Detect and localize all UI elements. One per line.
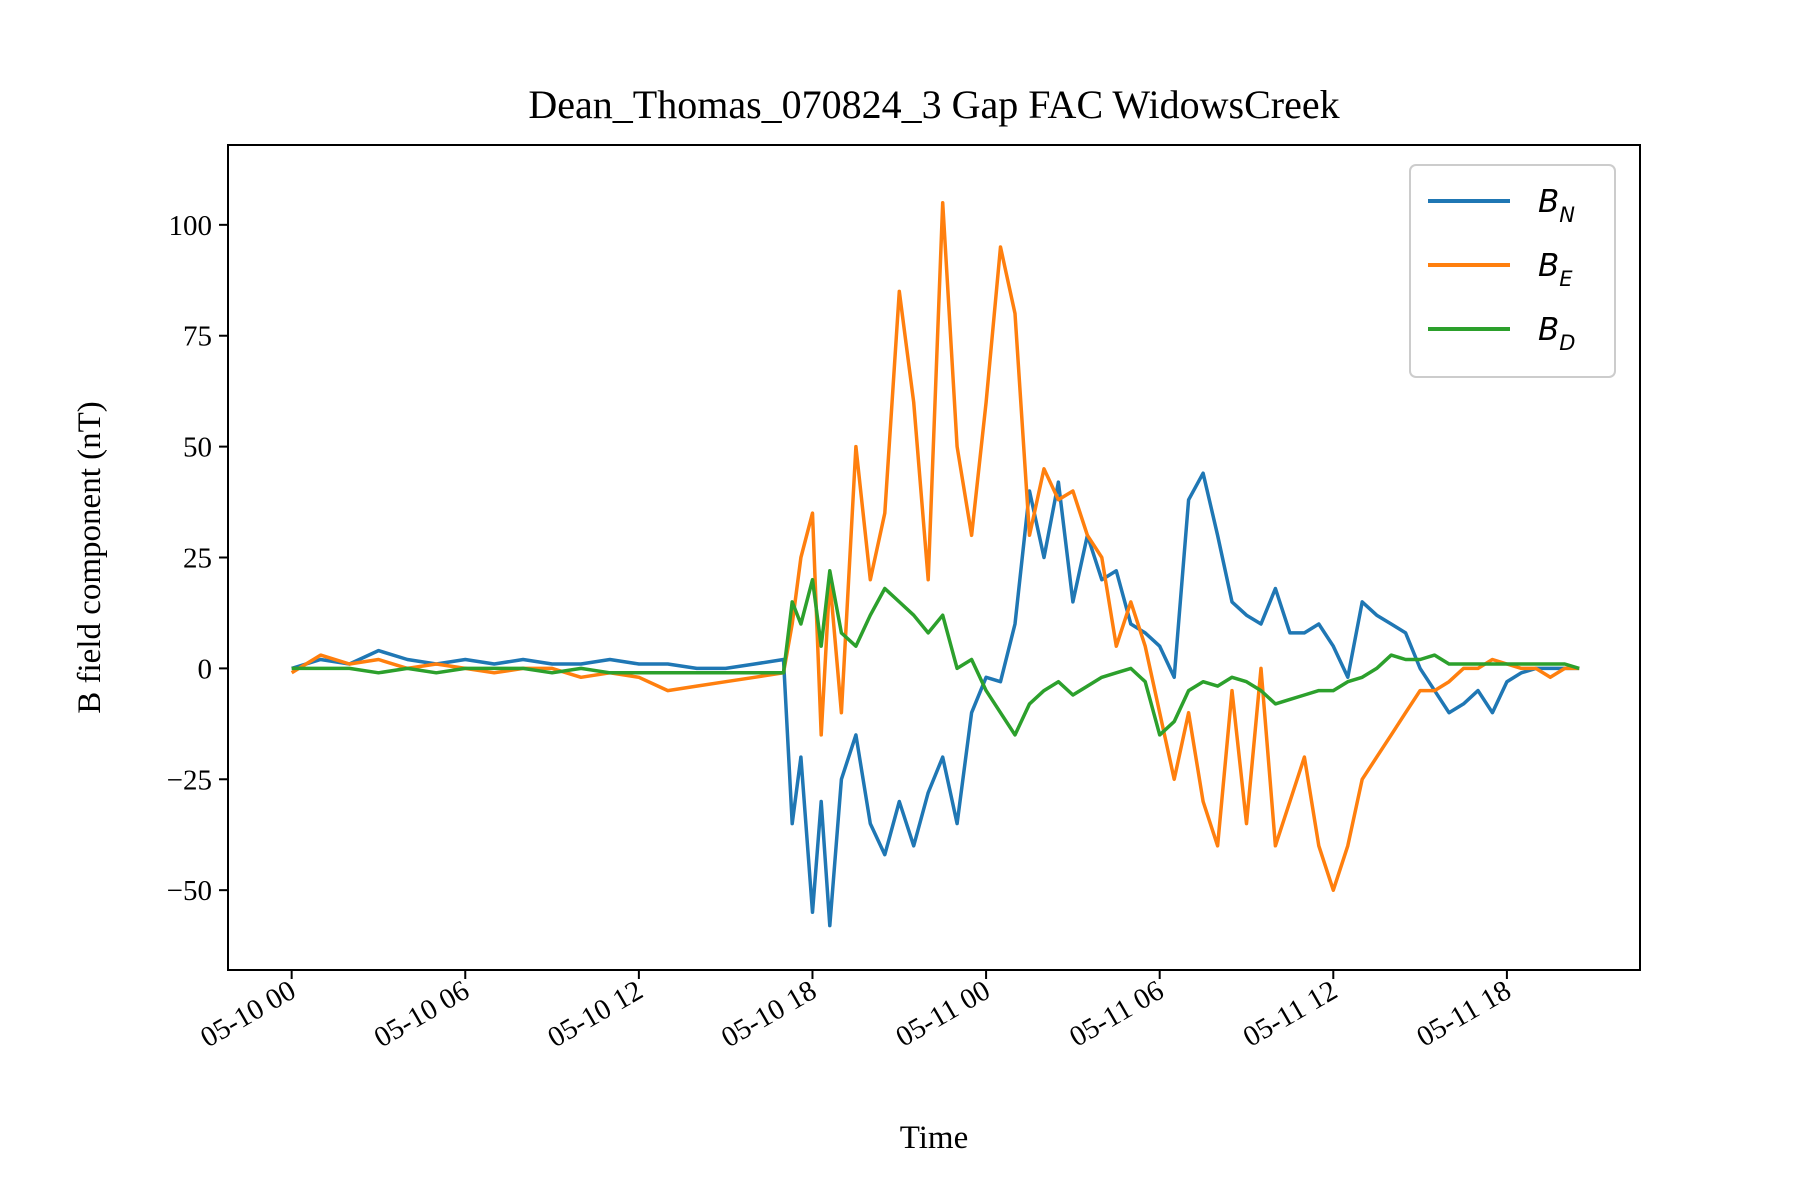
plot-lines — [290, 200, 1580, 928]
x-tick-label: 05-11 12 — [1238, 974, 1343, 1053]
y-tick-label: −50 — [167, 875, 212, 907]
series-line-e — [290, 200, 1580, 892]
legend-entry: BD — [1538, 312, 1575, 355]
y-tick-label: 0 — [198, 653, 213, 685]
legend-entry-name: B — [1538, 312, 1559, 348]
legend-box — [1409, 164, 1616, 378]
y-tick-label: 50 — [183, 432, 212, 464]
x-axis: 05-10 00 05-10 06 05-10 12 05-10 18 05-11 00… — [195, 970, 1516, 1054]
x-tick-label: 05-10 18 — [716, 974, 822, 1054]
x-tick-label: 05-11 00 — [891, 974, 996, 1053]
legend-entry-subscript: E — [1559, 267, 1573, 291]
x-tick-label: 05-10 00 — [195, 974, 301, 1054]
legend-entry: BE — [1538, 248, 1573, 291]
x-axis-label: Time — [900, 1120, 968, 1156]
y-tick-label: −25 — [167, 764, 212, 796]
y-axis-label: B field component (nT) — [72, 401, 108, 714]
legend-entry-name: B — [1538, 248, 1559, 284]
y-tick-label: 25 — [183, 543, 212, 575]
x-tick-label: 05-10 12 — [542, 974, 648, 1054]
x-tick-label: 05-10 06 — [369, 974, 475, 1054]
y-tick-label: 100 — [169, 210, 213, 242]
x-tick-label: 05-11 18 — [1411, 974, 1516, 1053]
legend-entry-subscript: D — [1559, 331, 1575, 355]
legend-entry: BN — [1538, 184, 1575, 227]
chart-title: Dean_Thomas_070824_3 Gap FAC WidowsCreek — [528, 82, 1339, 127]
legend-entry-name: B — [1538, 184, 1559, 220]
x-tick-label: 05-11 06 — [1064, 974, 1169, 1053]
series-line-n — [291, 471, 1580, 928]
series-line-d — [291, 569, 1580, 737]
legend-entry-subscript: N — [1559, 203, 1575, 227]
y-axis: −50 −25 0 25 50 75 100 — [167, 210, 228, 907]
y-tick-label: 75 — [183, 321, 212, 353]
